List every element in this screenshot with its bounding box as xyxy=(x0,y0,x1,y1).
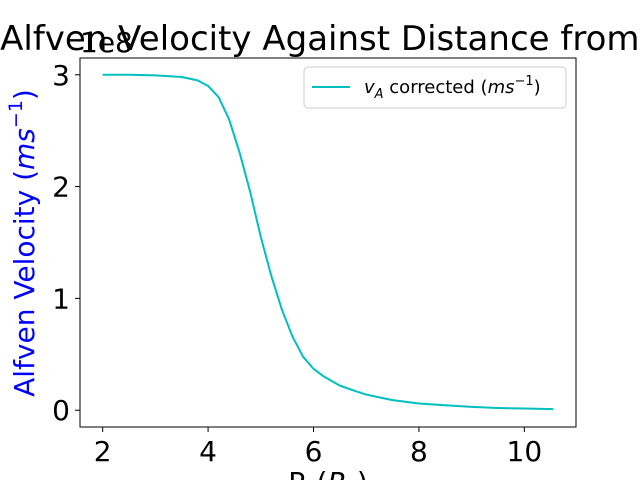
legend-label-close: ) xyxy=(534,77,541,98)
plot-frame xyxy=(79,57,577,428)
x-tick-label: 4 xyxy=(199,435,217,468)
series-line xyxy=(102,73,554,411)
y-axis-label-close: ) xyxy=(8,89,41,100)
chart-title: Alfven Velocity Against Distance from p xyxy=(0,19,640,59)
x-tick-label: 10 xyxy=(507,435,543,468)
x-tick-label: 2 xyxy=(94,435,112,468)
x-tick-label: 6 xyxy=(305,435,323,468)
y-axis-label-main: Alfven Velocity ( xyxy=(8,170,41,397)
x-axis-label-close: ) xyxy=(357,466,368,480)
legend-label-exp: −1 xyxy=(514,74,533,89)
y-ticks: 0 1 2 3 xyxy=(52,59,80,427)
x-axis-label-r: R xyxy=(327,466,346,480)
y-offset-label: 1e8 xyxy=(80,26,133,59)
legend-label-mid: corrected ( xyxy=(384,77,488,98)
y-axis-label-exp: −1 xyxy=(5,100,27,128)
legend-box xyxy=(303,66,567,109)
legend-label-ms: ms xyxy=(488,77,515,98)
legend-label-v: v xyxy=(364,77,375,98)
y-axis-label: Alfven Velocity (ms−1) xyxy=(5,89,41,397)
legend-label-sub: A xyxy=(374,87,384,102)
series-group xyxy=(102,73,554,411)
x-ticks: 2 4 6 8 10 xyxy=(94,427,542,468)
legend-label: vA corrected (ms−1) xyxy=(364,74,541,102)
x-axis-label-main: R ( xyxy=(288,466,327,480)
y-tick-label: 3 xyxy=(52,59,70,92)
y-tick-label: 2 xyxy=(52,171,70,204)
y-tick-label: 0 xyxy=(52,394,70,427)
legend: vA corrected (ms−1) xyxy=(303,66,567,109)
y-tick-label: 1 xyxy=(52,282,70,315)
x-axis-label: R (Rs) xyxy=(288,466,368,480)
y-axis-label-ms: ms xyxy=(8,128,41,170)
x-tick-label: 8 xyxy=(410,435,428,468)
